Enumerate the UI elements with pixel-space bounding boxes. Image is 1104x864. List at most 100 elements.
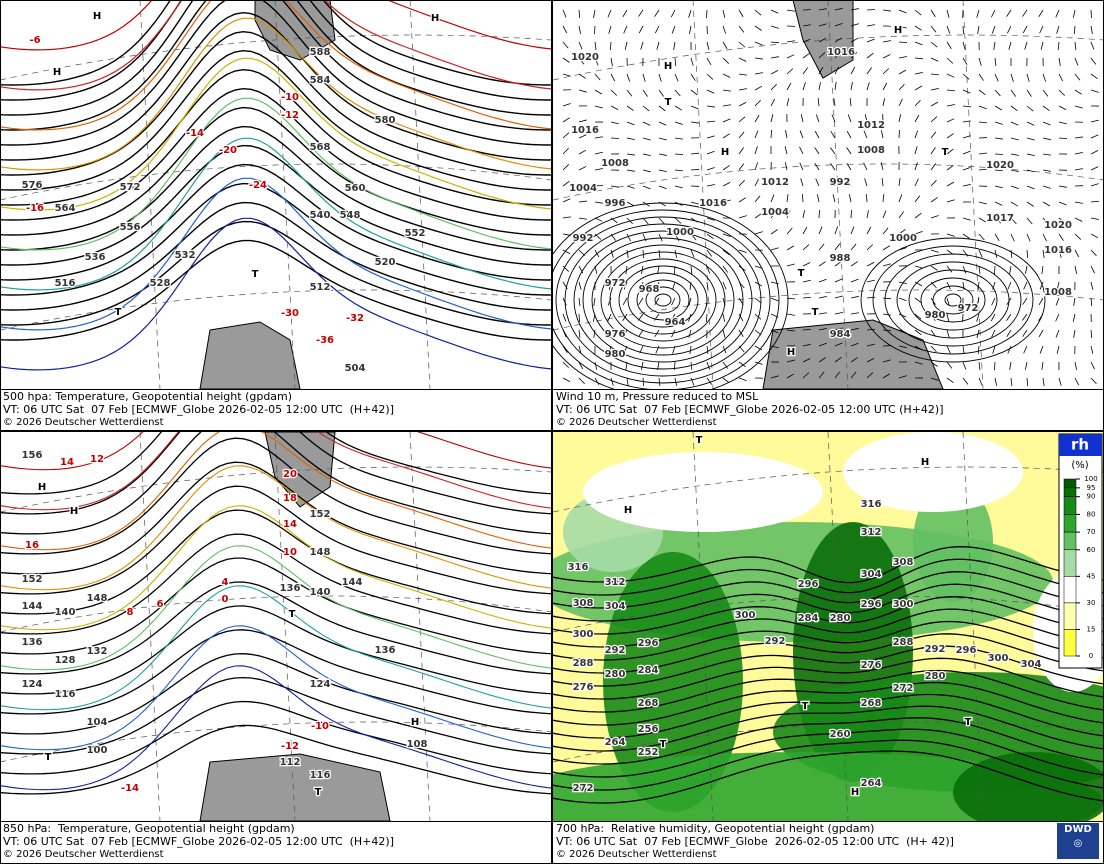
wind-barb [593,9,596,18]
wind-barb [1090,89,1099,93]
wind-barb [638,9,644,17]
wind-barb [578,119,587,123]
temperature-label: 16 [25,540,39,551]
wind-barb [1042,169,1051,172]
wind-barb [1090,361,1095,370]
contour-label: 308 [893,557,914,568]
contour-label: 124 [22,679,43,690]
wind-barb [690,152,699,155]
wind-barb [722,9,726,18]
wind-barb [738,116,746,123]
wind-barb [658,377,661,386]
wind-barb [658,169,667,173]
wind-barb [962,265,967,274]
wind-barb [898,178,901,187]
wind-barb [1056,25,1060,34]
wind-barb [914,130,919,139]
contour-label: 304 [605,601,626,612]
wind-barb [1023,345,1028,354]
wind-barb [946,104,955,107]
wind-barb [1010,201,1019,207]
wind-barb [722,181,731,187]
wind-barb [706,41,710,50]
wind-barb [562,329,567,338]
wind-barb [1074,57,1079,66]
wind-barb [1055,313,1060,322]
temperature-label: 12 [90,454,104,465]
wind-barb [626,153,635,156]
wind-barb [658,89,664,97]
wind-barb [674,89,681,97]
wind-barb [1026,377,1029,387]
wind-barb [863,162,868,171]
contour-label: 316 [568,562,589,573]
wind-barb [1058,185,1067,188]
legend-swatch [1063,602,1077,630]
wind-barb [1058,73,1064,82]
contour [0,163,551,281]
panel: 316 312 308 304 300 296 292 288 284 280 276 268 256 2… [553,432,1104,862]
wind-barb [738,147,744,155]
wind-barb [738,345,745,353]
wind-barb [818,295,827,299]
wind-barb [946,118,955,123]
wind-barb [962,89,971,94]
wind-barb [962,150,971,155]
wind-barb [656,41,660,50]
wind-barb [946,361,953,369]
wind-barb [1074,201,1083,204]
legend-title: rh [1071,436,1089,454]
wind-barb [562,103,571,107]
wind-barb [754,130,759,139]
wind-barb [1006,9,1012,17]
wind-barb [962,233,970,239]
wind-barb [802,226,808,235]
wind-barb [914,71,923,75]
wind-barb [608,25,612,34]
contour-label: 516 [55,278,76,289]
wind-barb [1074,136,1083,139]
wind-barb [898,56,907,59]
pressure-center: T [45,752,52,763]
contour-label: 148 [310,547,331,558]
wind-barb [770,56,779,59]
wind-barb [722,73,731,78]
wind-barb [882,82,888,91]
land [792,0,854,79]
wind-barb [706,73,714,80]
wind-barb [866,226,872,235]
wind-barb [1090,57,1097,65]
contour [0,437,551,555]
pressure-center: H [721,147,729,158]
wind-barb [991,25,996,34]
wind-barb [946,41,952,49]
wind-barb [722,118,731,123]
wind-barb [898,297,907,302]
pressure-center: T [315,787,322,798]
wind-barb [754,162,759,171]
wind-barb [1058,201,1067,206]
wind-barb [1010,121,1019,126]
wind-barb [978,105,987,110]
wind-barb [642,249,645,259]
wind-barb [1026,185,1035,190]
wind-barb [1072,313,1076,322]
contour-label: 128 [55,655,76,666]
wind-barb [962,57,968,66]
wind-barb [706,57,712,66]
temperature-label: -12 [281,110,299,121]
isobar [896,261,1010,339]
wind-barb [850,82,853,91]
wind-barb [674,105,683,111]
wind-barb [962,135,971,139]
contour-label: 584 [310,75,331,86]
wind-barb [1058,233,1064,241]
wind-barb [754,57,763,60]
wind-barb [786,68,794,75]
temperature-label: -6 [29,35,40,46]
contour [0,144,551,266]
wind-barb [578,329,581,338]
wind-barb [1090,329,1093,339]
wind-barb [914,9,922,16]
contour-label: 552 [405,228,426,239]
